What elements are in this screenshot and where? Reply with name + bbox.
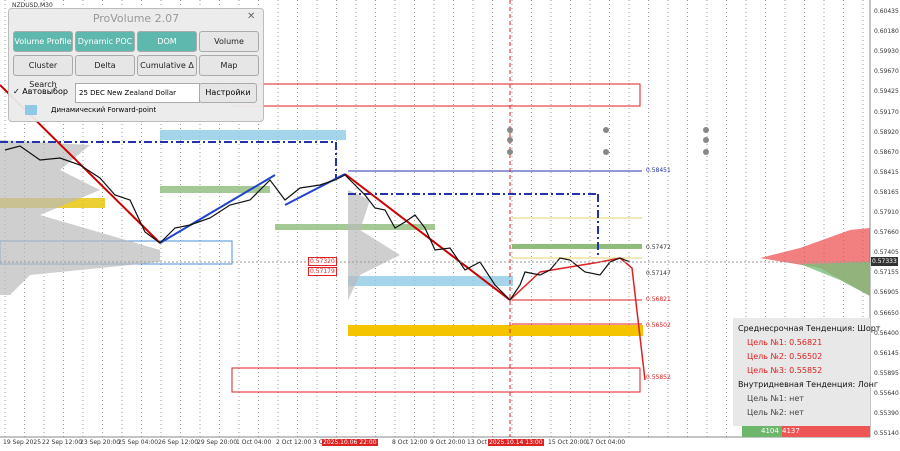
info-line: Цель №2: нет [747,408,804,417]
forward-points [507,127,709,155]
price-label: 0.56145 [874,349,899,357]
checkbox[interactable]: ✓ Автовыбор [13,87,68,96]
volume-bar [742,426,870,437]
level-label: 0.57147 [646,270,671,277]
time-label: 29 Sep 20:00 [197,439,238,446]
swatch [25,105,37,115]
price-label: 0.59930 [874,48,899,56]
time-label: 25 Sep 04:00 [118,439,159,446]
panel-button[interactable]: Volume Profile [13,31,73,52]
level-label: 0.58451 [646,167,671,174]
checkbox-label: Автовыбор [22,87,68,96]
close[interactable]: ✕ [247,11,256,22]
info-line: Цель №3: 0.55852 [747,366,823,375]
zone [512,244,642,249]
price-label: 0.55640 [874,389,899,397]
price-label: 0.58415 [874,168,899,176]
info-line: Цель №1: 0.56821 [747,338,823,347]
info-line: Цель №2: 0.56502 [747,352,823,361]
zone [231,367,641,393]
current-price: 0.57333 [871,257,898,266]
price-label: 0.57155 [874,269,899,277]
symbol: NZDUSD,M30 [12,2,53,9]
zone [348,325,643,336]
price-label: 0.58920 [874,128,899,136]
zone [160,186,270,193]
time-label: 8 Oct 12:00 [392,439,428,446]
time-label: 2 Oct 12:00 [276,439,312,446]
time-label: 3 Oct [313,439,329,446]
time-label: 17 Oct 04:00 [586,439,626,446]
volume-bar [742,426,782,437]
price-label: 0.59670 [874,68,899,76]
level-label: 0.55852 [646,374,671,381]
price-label: 0.59170 [874,108,899,116]
price-label: 0.55390 [874,410,899,417]
level-label: 0.56821 [646,296,671,303]
volume-sell: 4137 [782,427,800,435]
time-label: 9 Oct 20:00 [430,439,466,446]
price-label: 0.55140 [874,430,899,438]
forward-label: Динамический Forward-point [51,106,157,114]
trend-line [284,173,346,206]
trend-line [344,173,511,301]
control-panel: ProVolume 2.07 ✕ Volume Profile Dynamic P… [8,8,264,122]
price-label: 0.59425 [874,88,899,96]
zone [231,83,641,107]
time-label: 15 Oct 20:00 [548,439,588,446]
boxed-level: 0.57179 [308,267,337,276]
time-label: 13 Oct [467,439,487,446]
panel-title: ProVolume 2.07 [92,12,180,25]
price-label: 0.60435 [874,8,899,15]
price-label: 0.57660 [874,229,899,237]
volume-profile [348,190,400,300]
panel-button[interactable]: Cumulative Δ [137,55,197,76]
info-line: Цель №1: нет [747,394,804,403]
info-line: Среднесрочная Тенденция: Шорт [738,324,881,333]
time-label: 26 Sep 12:00 [158,439,199,446]
time-label: 2025.10.14 13:00 [488,439,544,446]
price-line [4,145,631,301]
time-label: 22 Sep 12:00 [42,439,83,446]
panel-button[interactable]: DOM [137,31,197,52]
panel-button[interactable]: Delta [75,55,135,76]
boxed-level: 0.57320 [308,257,337,266]
panel-button[interactable]: Volume [199,31,259,52]
time-label: 1 Oct 04:00 [236,439,272,446]
price-label: 0.60180 [874,28,899,36]
price-label: 0.56650 [874,309,899,317]
panel-button[interactable]: Dynamic POC [75,31,135,52]
panel-button[interactable]: Map [199,55,259,76]
settings-button[interactable]: Настройки [199,83,257,103]
level-label: 0.57472 [646,244,671,251]
time-label: 2025.10.06 22:00 [322,439,378,446]
level-label: 0.56502 [646,322,671,329]
time-label: 23 Sep 20:00 [80,439,121,446]
trend-line [159,174,276,244]
price-label: 0.58165 [874,188,899,196]
time-label: 19 Sep 2025 [3,439,42,446]
zone [348,276,513,286]
price-label: 0.56905 [874,289,899,297]
volume-buy: 4104 [761,427,779,435]
price-label: 0.58670 [874,148,899,156]
price-label: 0.56400 [874,329,899,337]
zone [160,130,346,140]
info-box: Среднесрочная Тенденция: Шорт Цель №1: 0.… [733,318,880,426]
volume-profile [800,262,870,296]
panel-button[interactable]: Cluster Search [13,55,73,89]
instrument-select[interactable]: 25 DEC New Zealand Dollar [75,83,200,103]
price-label: 0.57405 [874,249,899,257]
forecast-line [509,257,646,381]
info-line: Внутридневная Тенденция: Лонг [738,380,879,389]
volume-profile [0,140,160,295]
price-label: 0.55895 [874,369,899,377]
price-label: 0.57910 [874,209,899,216]
